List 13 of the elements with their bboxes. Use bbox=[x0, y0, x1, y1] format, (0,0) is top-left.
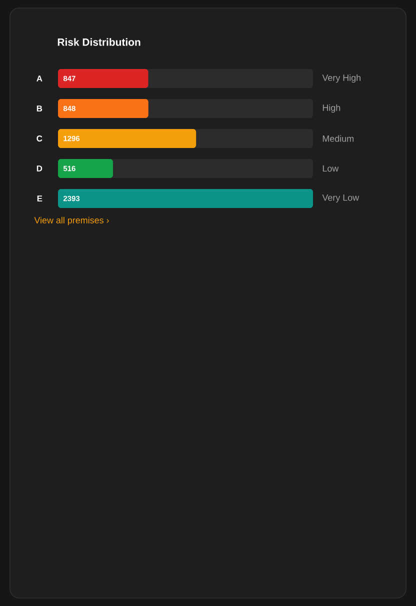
y-tick-label: D bbox=[36, 166, 42, 172]
text: View all premises › bbox=[34, 216, 109, 226]
y-tick-label: A bbox=[36, 76, 42, 82]
chart-title: Risk Distribution bbox=[58, 38, 140, 46]
y-tick-label: B bbox=[36, 106, 42, 112]
bar bbox=[58, 159, 113, 178]
text: High bbox=[322, 104, 340, 113]
y-tick-label: C bbox=[36, 136, 42, 142]
text: Very High bbox=[322, 74, 360, 83]
text: Very Low bbox=[322, 194, 360, 203]
text: Medium bbox=[322, 135, 354, 142]
text: Low bbox=[322, 165, 339, 172]
y-tick-label: E bbox=[37, 196, 42, 202]
